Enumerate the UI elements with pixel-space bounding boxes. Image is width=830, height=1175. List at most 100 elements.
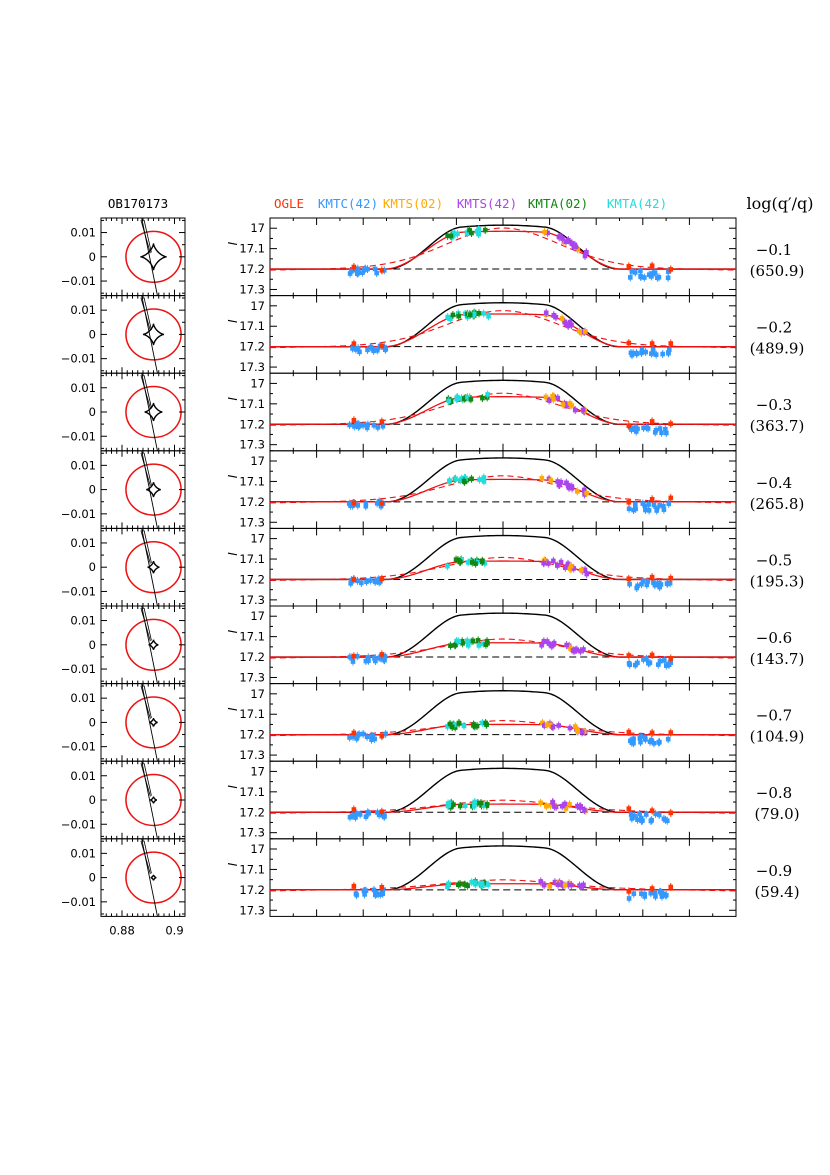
- data-point-kmtc42: [355, 578, 360, 584]
- data-point-kmts: [544, 804, 549, 809]
- log-q-value: −0.5: [756, 551, 792, 569]
- lightcurve-frame: [269, 605, 737, 685]
- data-point-kmts: [582, 807, 587, 813]
- trajectory-arrow: [143, 685, 152, 719]
- data-point-kmts: [559, 803, 565, 809]
- data-point-ogle: [668, 575, 674, 581]
- data-point-kmts: [548, 478, 554, 483]
- data-point-kmta: [473, 561, 478, 566]
- data-point-kmta: [461, 723, 467, 729]
- delta-chi2-value: (79.0): [754, 805, 799, 823]
- legend-label-kmts42: KMTS(42): [457, 196, 517, 211]
- data-point-kmta: [484, 722, 489, 727]
- data-point-kmtc42: [382, 654, 388, 659]
- legend-label-kmta42: KMTA(42): [607, 196, 667, 211]
- data-point-kmtc42: [363, 501, 369, 507]
- panel-3: 0.01 0 −0.01 17 17.1 17.2 17.3 I −0.3 (363.7): [61, 372, 804, 452]
- data-point-kmtc42: [371, 348, 376, 354]
- panel-7: 0.01 0 −0.01 17 17.1 17.2 17.3 I −0.7 (104.9): [61, 683, 804, 762]
- data-point-kmtc42: [631, 891, 637, 896]
- lightcurve-frame: [269, 372, 737, 452]
- data-point-kmts: [563, 239, 569, 244]
- y-axis-label: I: [226, 862, 240, 866]
- data-point-kmtc42: [665, 736, 671, 742]
- data-point-kmtc42: [649, 737, 654, 743]
- caustic-y-tick-label: 0.01: [70, 846, 96, 860]
- data-point-kmtc42: [642, 275, 647, 280]
- data-point-kmtc42: [350, 503, 355, 509]
- data-point-kmts: [562, 801, 568, 807]
- data-point-kmts: [572, 407, 578, 413]
- y-tick-label: 17.2: [239, 340, 265, 354]
- caustic-panel-3: 0.01 0 −0.01: [61, 372, 186, 452]
- data-point-kmtc42: [360, 270, 365, 275]
- data-point-kmts: [579, 730, 585, 735]
- data-point-kmtc42: [666, 350, 671, 356]
- data-point-kmts: [541, 558, 547, 563]
- data-point-kmta: [446, 881, 451, 887]
- y-tick-label: 17.3: [239, 670, 265, 684]
- data-point-ogle: [351, 730, 357, 736]
- data-point-kmtc42: [657, 426, 663, 431]
- data-point-kmtc42: [371, 887, 377, 893]
- trajectory-arrow: [140, 685, 151, 719]
- data-point-kmtc42: [661, 503, 666, 509]
- data-point-kmts: [564, 480, 569, 486]
- data-point-kmtc42: [378, 656, 384, 661]
- data-point-ogle: [626, 806, 632, 811]
- model-curve-black: [270, 767, 736, 813]
- light-curve-panel-6: 17 17.1 17.2 17.3 I: [226, 605, 737, 685]
- data-point-kmtc42: [639, 347, 645, 352]
- data-point-ogle: [379, 652, 385, 657]
- data-point-kmta: [452, 725, 458, 730]
- caustic-x-tick-label: 0.9: [165, 923, 183, 937]
- data-point-kmtc42: [350, 734, 356, 740]
- y-axis-label: I: [226, 319, 240, 323]
- data-point-kmta: [450, 312, 456, 318]
- data-point-kmtc42: [382, 657, 387, 663]
- light-curve-panel-4: 17 17.1 17.2 17.3 I: [226, 450, 737, 529]
- caustic-y-tick-label: 0: [89, 250, 96, 264]
- data-point-kmts: [577, 329, 582, 334]
- data-point-kmtc42: [627, 581, 632, 587]
- y-axis-label: I: [226, 707, 240, 711]
- data-point-kmtc42: [657, 584, 662, 590]
- y-tick-label: 17.3: [239, 903, 265, 917]
- trajectory-arrow: [143, 840, 152, 874]
- data-point-kmtc42: [366, 810, 372, 816]
- data-point-kmtc42: [652, 430, 658, 435]
- data-point-kmts: [551, 558, 556, 564]
- data-point-kmta: [485, 392, 490, 397]
- data-point-ogle: [649, 886, 655, 891]
- lightcurve-frame: [269, 527, 737, 607]
- data-point-kmtc42: [665, 275, 671, 281]
- caustic-panel-1: 0.01 0 −0.01: [61, 217, 186, 297]
- data-point-kmtc42: [363, 888, 369, 893]
- trajectory-arrow: [143, 763, 152, 796]
- data-point-ogle: [379, 500, 385, 506]
- data-point-kmts: [552, 879, 558, 885]
- data-point-kmtc42: [354, 736, 359, 741]
- log-q-value: −0.8: [756, 784, 792, 802]
- model-curve-red: [270, 723, 736, 736]
- data-point-kmtc42: [364, 425, 370, 431]
- model-curve-red-dashed: [269, 227, 737, 271]
- data-point-kmtc42: [649, 274, 654, 279]
- data-point-kmtc42: [372, 656, 377, 661]
- caustic-curve: [142, 323, 165, 346]
- panel-5: 0.01 0 −0.01 17 17.1 17.2 17.3 I −0.5 (195.3): [61, 527, 804, 607]
- legend-label-kmta02: KMTA(02): [528, 196, 588, 211]
- caustic-y-tick-label: 0: [89, 793, 96, 807]
- data-point-kmts: [580, 407, 586, 413]
- y-tick-label: 17.1: [239, 707, 265, 721]
- data-point-kmts: [555, 882, 561, 888]
- data-point-kmtc42: [348, 581, 354, 586]
- delta-chi2-value: (265.8): [750, 495, 805, 513]
- model-curve-red-dashed: [269, 392, 737, 426]
- data-point-kmtc42: [632, 427, 637, 432]
- caustic-y-tick-label: 0.01: [70, 614, 96, 628]
- legend-label-ogle: OGLE: [274, 196, 304, 211]
- caustic-y-tick-label: 0: [89, 638, 96, 652]
- data-point-ogle: [668, 341, 674, 346]
- trajectory-arrow: [143, 530, 152, 563]
